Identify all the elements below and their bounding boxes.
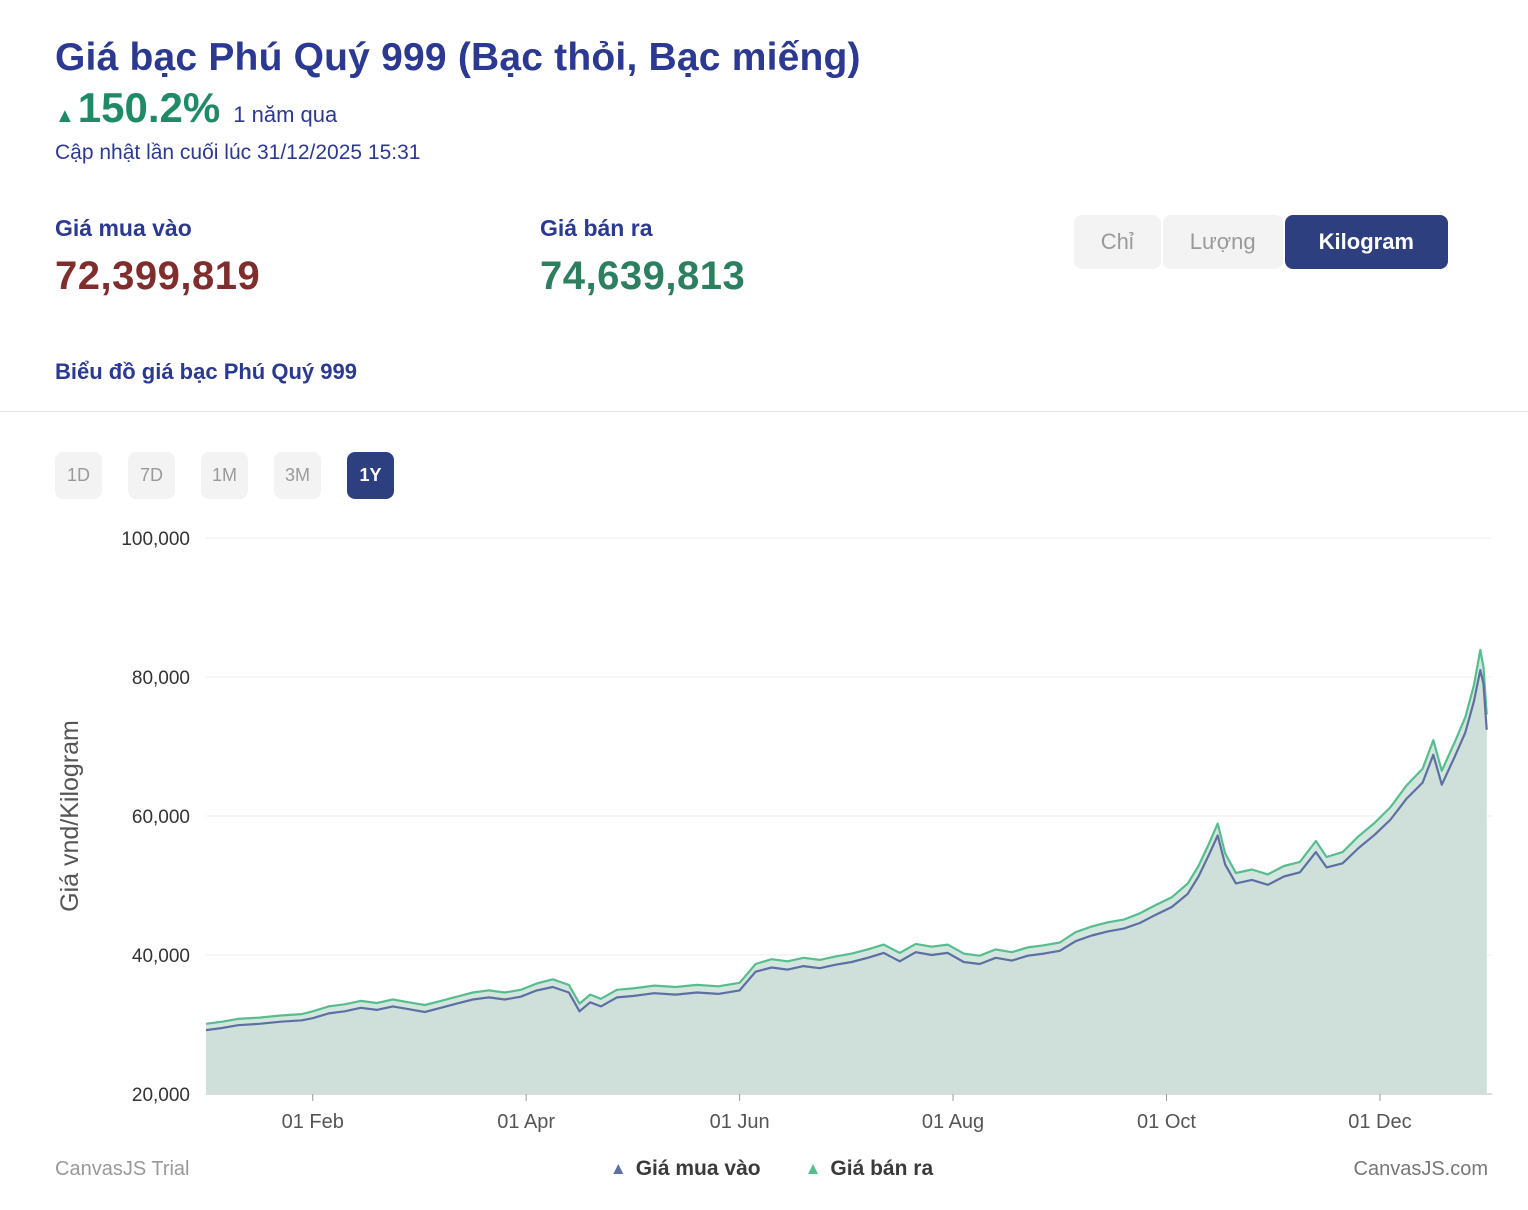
range-button-7d[interactable]: 7D: [128, 452, 175, 499]
svg-text:40,000: 40,000: [132, 946, 190, 967]
page-header: Giá bạc Phú Quý 999 (Bạc thỏi, Bạc miếng…: [0, 36, 1528, 165]
unit-option-luong[interactable]: Lượng: [1162, 215, 1283, 269]
buy-price-label: Giá mua vào: [55, 215, 192, 241]
svg-text:100,000: 100,000: [121, 529, 190, 550]
sell-price-block: Giá bán ra 74,639,813: [540, 215, 745, 299]
chart-subtitle: Biểu đồ giá bạc Phú Quý 999: [55, 359, 357, 384]
buy-price-block: Giá mua vào 72,399,819: [55, 215, 540, 299]
buy-price-value: 72,399,819: [55, 254, 261, 298]
range-button-1m[interactable]: 1M: [201, 452, 248, 499]
unit-option-chi[interactable]: Chỉ: [1073, 215, 1161, 269]
chart-container: 20,000 40,000 60,000 80,000 100,000 01 Feb 01 …: [0, 513, 1528, 1143]
svg-text:01 Jun: 01 Jun: [710, 1111, 770, 1133]
change-up-icon: ▲: [55, 105, 75, 127]
canvasjs-link[interactable]: CanvasJS.com: [1353, 1157, 1489, 1180]
price-summary-row: Giá mua vào 72,399,819 Giá bán ra 74,639…: [0, 215, 1528, 299]
range-button-3m[interactable]: 3M: [274, 452, 321, 499]
range-button-1d[interactable]: 1D: [55, 452, 102, 499]
chart-footer: CanvasJS Trial ▲ Giá mua vào ▲ Giá bán r…: [0, 1143, 1528, 1181]
svg-text:01 Oct: 01 Oct: [1137, 1111, 1196, 1133]
legend-sell-marker-icon: ▲: [804, 1159, 822, 1178]
svg-text:01 Feb: 01 Feb: [282, 1111, 344, 1133]
chart-legend: ▲ Giá mua vào ▲ Giá bán ra: [190, 1157, 1354, 1181]
last-updated-text: Cập nhật lần cuối lúc 31/12/2025 15:31: [55, 141, 421, 164]
legend-buy-marker-icon: ▲: [609, 1159, 627, 1178]
section-divider: [0, 411, 1528, 412]
range-selector: 1D 7D 1M 3M 1Y: [0, 452, 1528, 499]
svg-text:Giá vnd/Kilogram: Giá vnd/Kilogram: [56, 720, 84, 912]
svg-text:80,000: 80,000: [132, 668, 190, 689]
silver-price-page: Giá bạc Phú Quý 999 (Bạc thỏi, Bạc miếng…: [0, 36, 1528, 1181]
svg-text:60,000: 60,000: [132, 807, 190, 828]
page-title: Giá bạc Phú Quý 999 (Bạc thỏi, Bạc miếng…: [55, 36, 861, 79]
legend-item-buy[interactable]: ▲ Giá mua vào: [610, 1157, 761, 1181]
change-row: ▲ 150.2% 1 năm qua: [55, 84, 1448, 132]
svg-text:20,000: 20,000: [132, 1085, 190, 1106]
unit-toggle: Chỉ Lượng Kilogram: [1073, 215, 1448, 269]
svg-text:01 Apr: 01 Apr: [497, 1111, 555, 1133]
change-percent: 150.2%: [77, 84, 221, 131]
unit-option-kilogram[interactable]: Kilogram: [1284, 215, 1448, 269]
range-button-1y[interactable]: 1Y: [347, 452, 394, 499]
canvasjs-trial-watermark: CanvasJS Trial: [55, 1157, 190, 1180]
svg-text:01 Dec: 01 Dec: [1348, 1111, 1411, 1133]
legend-item-sell[interactable]: ▲ Giá bán ra: [805, 1157, 934, 1181]
legend-sell-label: Giá bán ra: [830, 1157, 934, 1180]
change-period: 1 năm qua: [233, 102, 338, 127]
svg-text:01 Aug: 01 Aug: [922, 1111, 984, 1133]
sell-price-label: Giá bán ra: [540, 215, 653, 241]
price-chart: 20,000 40,000 60,000 80,000 100,000 01 Feb 01 …: [56, 529, 1492, 1133]
sell-price-value: 74,639,813: [540, 254, 746, 298]
legend-buy-label: Giá mua vào: [635, 1157, 761, 1180]
